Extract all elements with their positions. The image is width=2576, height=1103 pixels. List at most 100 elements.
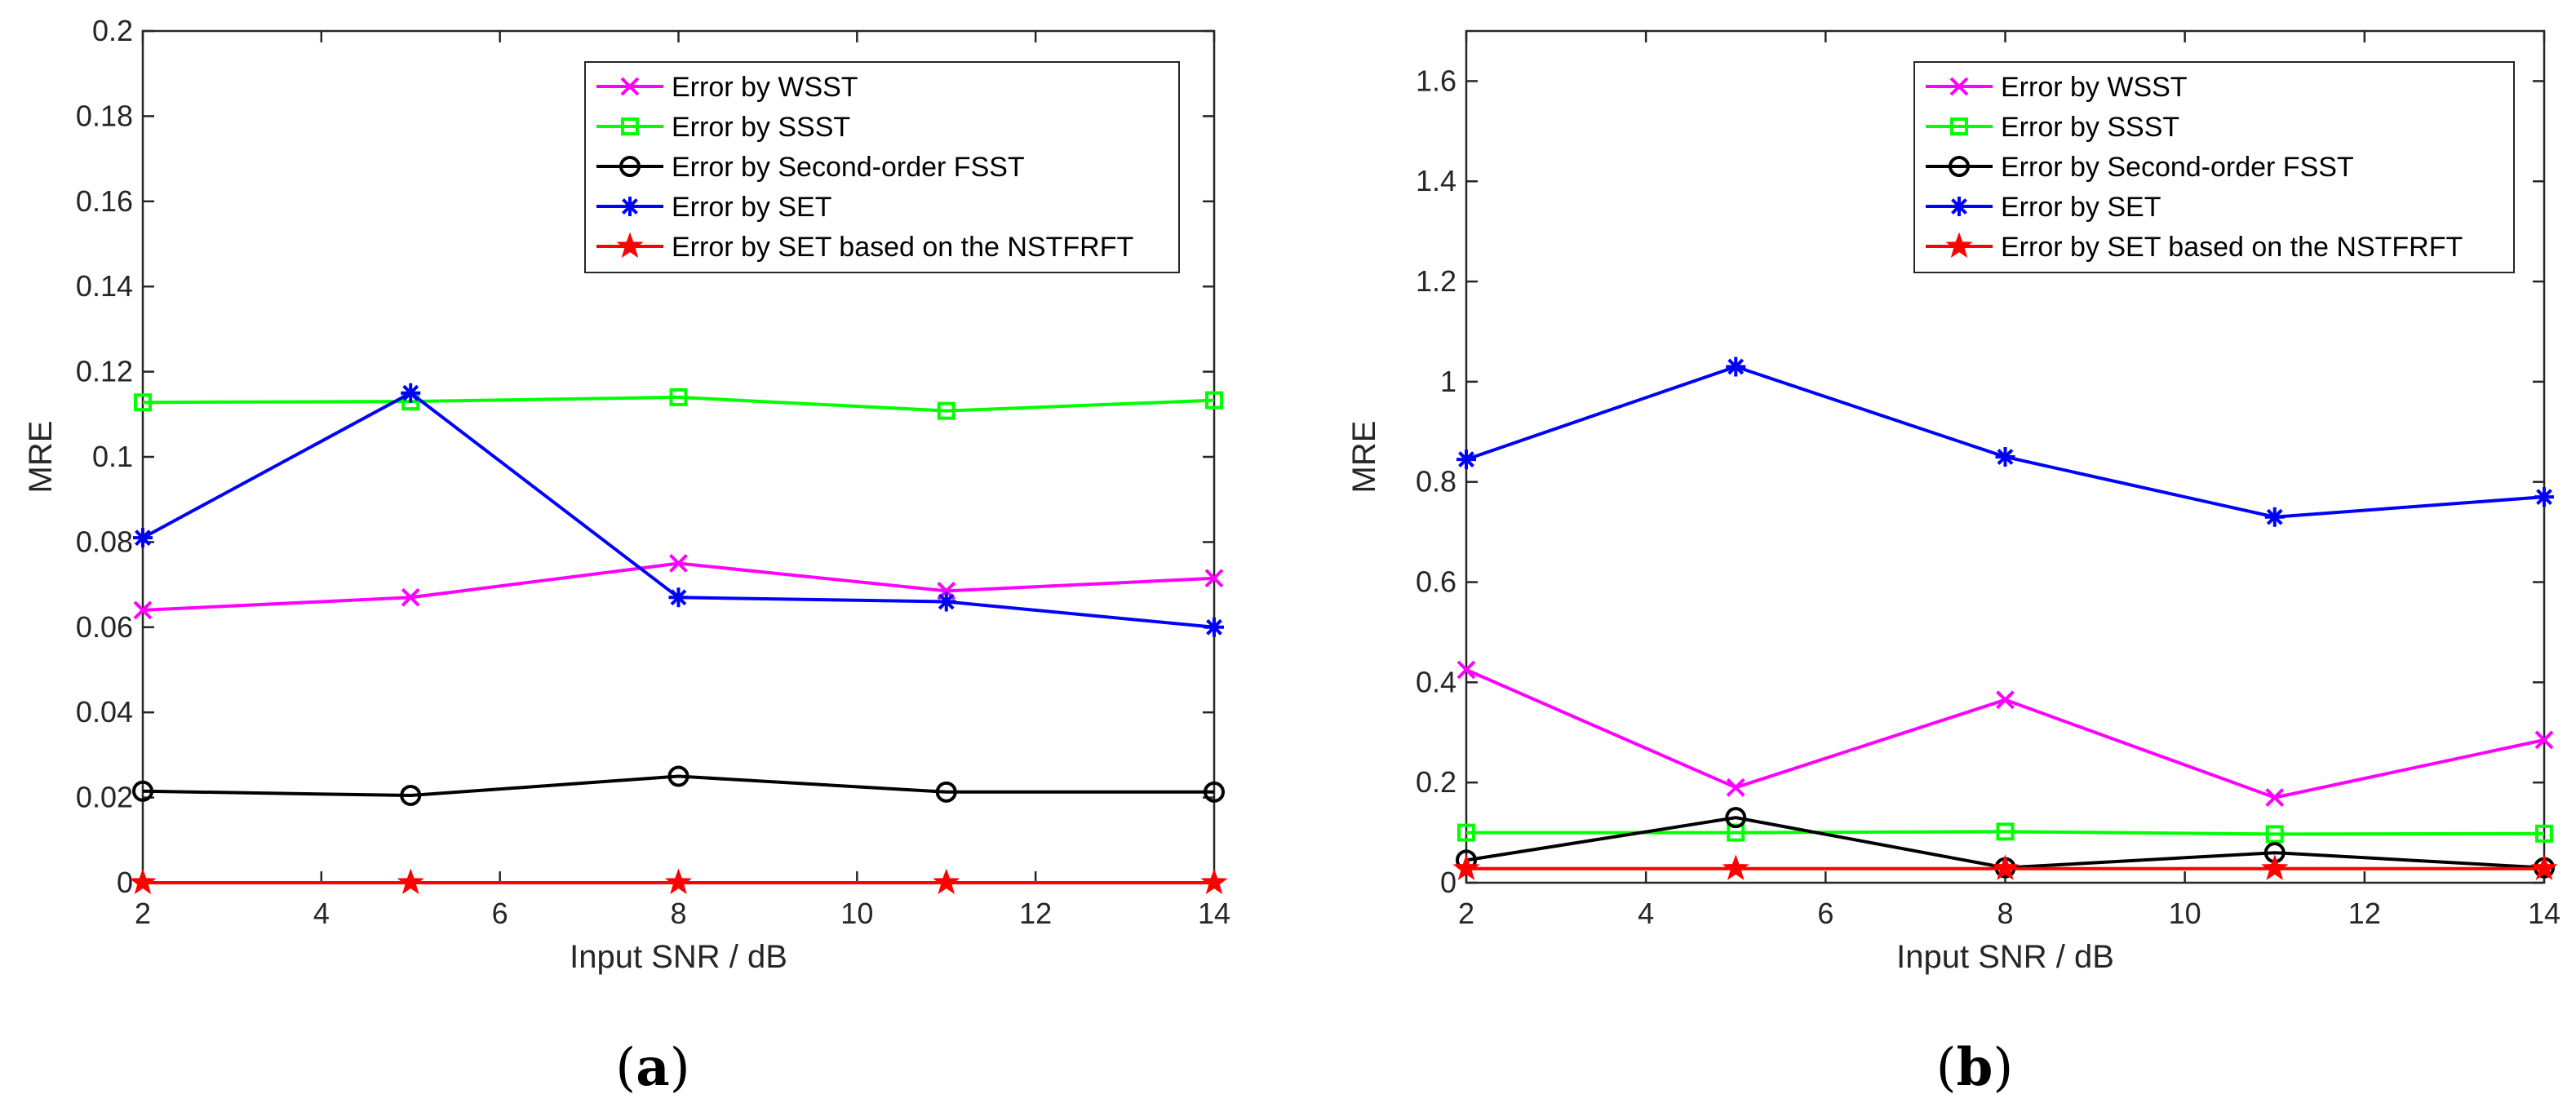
legend: Error by WSST Error by SSST Error by Secon… <box>584 61 1180 273</box>
y-tick-label: 1.6 <box>1416 64 1456 97</box>
y-tick-label: 0.14 <box>76 269 133 303</box>
data-point <box>1204 781 1225 803</box>
data-point <box>935 781 957 803</box>
y-tick-label: 0.08 <box>76 525 133 558</box>
y-tick-label: 0.2 <box>92 14 133 47</box>
panel-label-open: ( <box>1936 1038 1957 1098</box>
x-marker-shape <box>401 587 420 607</box>
star-marker-shape <box>2530 854 2558 880</box>
x-tick-label: 4 <box>313 897 330 930</box>
data-point <box>397 868 424 895</box>
legend-label: Error by SET <box>2001 192 2161 223</box>
data-point <box>669 554 688 573</box>
y-tick-label: 0.4 <box>1416 665 1456 698</box>
series-1 <box>134 388 1223 420</box>
data-point <box>1995 447 2015 467</box>
star-marker-shape <box>1722 854 1749 880</box>
x-marker-shape <box>2534 730 2554 750</box>
series-3 <box>1456 357 2554 527</box>
x-tick-label: 6 <box>492 897 508 930</box>
x-axis-label: Input SNR / dB <box>1896 939 2114 975</box>
series-0 <box>1456 660 2554 808</box>
data-point <box>2534 487 2554 507</box>
legend-marker <box>1949 197 1969 216</box>
legend-label: Error by SSST <box>672 112 850 143</box>
data-point <box>933 868 960 895</box>
series-line <box>142 774 1214 798</box>
panel-label: (b) <box>1936 1037 2014 1098</box>
square-marker-shape <box>1205 391 1223 410</box>
x-tick-label: 10 <box>2169 897 2201 930</box>
asterisk-marker-shape <box>1995 447 2015 467</box>
data-point <box>1722 854 1749 880</box>
panel-label-close: ) <box>1993 1038 2013 1098</box>
legend-label: Error by Second-order FSST <box>2001 152 2354 183</box>
x-marker-shape <box>1204 569 1224 588</box>
data-point <box>664 868 693 895</box>
y-tick-label: 0.12 <box>76 355 133 388</box>
x-tick-label: 12 <box>2348 897 2381 930</box>
y-tick-label: 0.06 <box>76 610 133 644</box>
y-tick-label: 1.4 <box>1416 164 1456 197</box>
legend-marker <box>1945 232 1973 259</box>
data-point <box>1996 690 2015 710</box>
legend-label: Error by SSST <box>2001 112 2179 143</box>
x-marker-shape <box>133 600 153 620</box>
asterisk-marker-shape <box>2264 507 2285 527</box>
data-point <box>1991 854 2020 880</box>
circle-marker-shape <box>667 765 689 787</box>
x-marker-shape <box>1996 690 2015 710</box>
asterisk-marker-shape <box>1204 617 1224 637</box>
data-point <box>1456 660 1476 680</box>
square-marker-shape <box>937 401 955 420</box>
star-marker-shape <box>616 232 644 259</box>
legend-label: Error by SET <box>672 192 831 223</box>
data-point <box>2535 824 2553 843</box>
data-point <box>937 401 955 420</box>
square-marker-shape <box>2265 825 2284 844</box>
legend-item: Error by Second-order FSST <box>596 152 1025 183</box>
x-axis-label: Input SNR / dB <box>570 939 787 975</box>
data-point <box>2261 854 2289 880</box>
star-marker-shape <box>129 868 157 895</box>
data-point <box>1204 617 1224 637</box>
circle-marker-shape <box>935 781 957 803</box>
x-tick-label: 8 <box>670 897 686 930</box>
legend-box <box>584 61 1180 273</box>
x-tick-label: 8 <box>1997 897 2013 930</box>
data-point <box>669 388 688 406</box>
y-tick-label: 0.2 <box>1416 765 1456 799</box>
legend-marker <box>1950 117 1968 135</box>
data-point <box>1996 822 2015 841</box>
data-point <box>133 528 153 548</box>
y-tick-label: 0.1 <box>92 440 133 473</box>
y-tick-label: 0.8 <box>1416 465 1456 498</box>
asterisk-marker-shape <box>1726 357 1746 377</box>
star-marker-shape <box>1991 854 2020 880</box>
asterisk-marker-shape <box>133 528 153 548</box>
x-tick-label: 2 <box>1458 897 1474 930</box>
x-marker-shape <box>2265 788 2285 808</box>
series-4 <box>129 868 1228 895</box>
x-marker-shape <box>1949 77 1969 96</box>
legend-item: Error by WSST <box>1926 72 2188 103</box>
legend-marker <box>619 156 641 177</box>
legend-marker <box>1949 77 1969 96</box>
circle-marker-shape <box>1725 807 1747 829</box>
data-point <box>400 784 422 806</box>
legend-marker <box>620 197 640 216</box>
square-marker-shape <box>1996 822 2015 841</box>
square-marker-shape <box>1457 823 1475 842</box>
x-tick-label: 12 <box>1019 897 1052 930</box>
data-point <box>1726 357 1746 377</box>
y-tick-label: 0.6 <box>1416 565 1456 599</box>
data-point <box>132 780 153 802</box>
y-tick-label: 0.16 <box>76 184 133 218</box>
data-point <box>1205 391 1223 410</box>
y-axis-label: MRE <box>23 421 59 494</box>
asterisk-marker-shape <box>620 197 640 216</box>
square-marker-shape <box>2535 824 2553 843</box>
series-3 <box>133 383 1224 637</box>
data-point <box>668 587 689 608</box>
data-point <box>134 393 152 412</box>
